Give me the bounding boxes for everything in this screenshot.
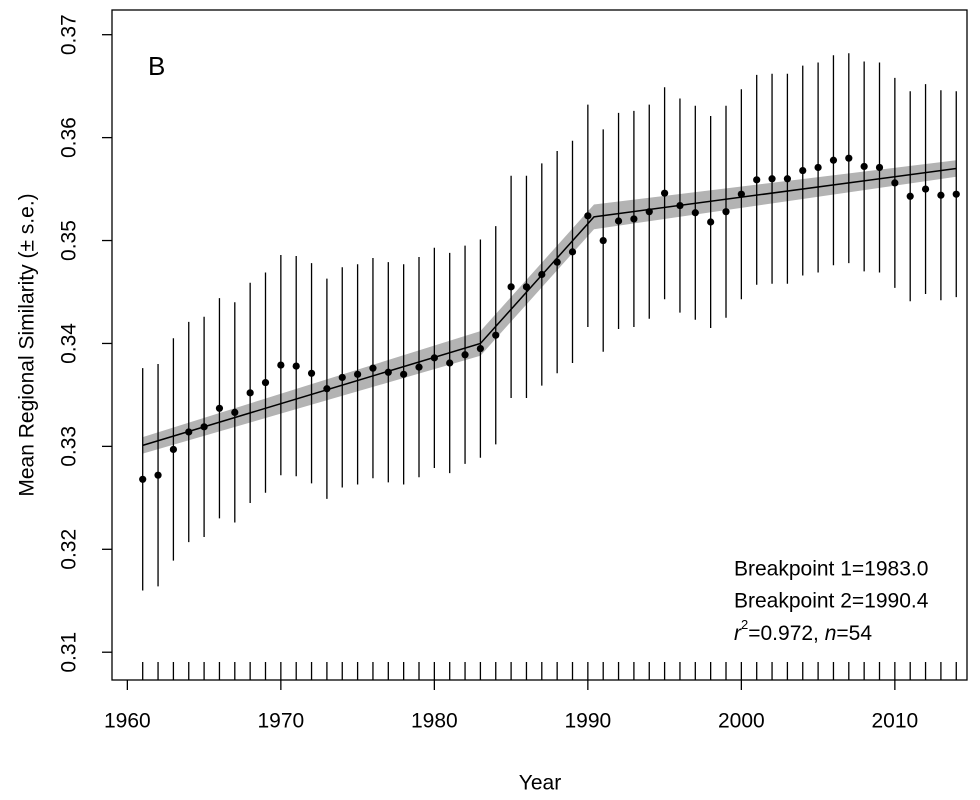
- y-tick-label: 0.34: [58, 323, 81, 364]
- y-tick-label: 0.33: [58, 426, 81, 467]
- point: [645, 208, 653, 216]
- point: [753, 176, 761, 184]
- point: [676, 201, 684, 210]
- y-tick-label: 0.31: [58, 632, 81, 673]
- point: [169, 445, 178, 454]
- stat-part: =0.972,: [748, 622, 824, 645]
- x-tick-label: 1970: [257, 710, 304, 733]
- point: [952, 190, 960, 198]
- point: [599, 236, 607, 245]
- point: [845, 154, 853, 162]
- point: [215, 404, 224, 412]
- panel-label: B: [148, 51, 165, 81]
- point: [937, 191, 945, 199]
- point: [722, 208, 730, 216]
- point: [614, 217, 623, 225]
- point: [737, 190, 745, 198]
- annotation: Breakpoint 1=1983.0: [734, 558, 928, 581]
- y-tick-label: 0.36: [58, 117, 81, 158]
- point: [507, 283, 515, 291]
- point: [139, 475, 147, 483]
- point: [906, 192, 914, 200]
- point: [354, 370, 362, 378]
- point: [185, 428, 193, 436]
- y-tick-label: 0.35: [58, 220, 81, 261]
- stat-part: =54: [836, 622, 872, 645]
- y-tick-label: 0.37: [58, 14, 81, 55]
- confidence-band: [142, 160, 957, 454]
- point: [384, 368, 392, 376]
- point: [200, 423, 208, 431]
- point: [154, 471, 162, 479]
- point: [568, 248, 577, 256]
- x-tick-label: 1980: [411, 710, 458, 733]
- stats-annotation: r2=0.972, n=54: [734, 617, 872, 644]
- x-axis-label: Year: [519, 772, 561, 795]
- point: [231, 408, 239, 417]
- x-tick-label: 1960: [104, 710, 151, 733]
- point: [261, 378, 270, 387]
- point: [338, 373, 346, 382]
- point: [661, 189, 669, 197]
- point: [707, 218, 715, 226]
- point: [415, 363, 423, 371]
- point: [307, 369, 316, 377]
- point: [538, 270, 546, 279]
- point: [921, 185, 930, 193]
- stat-part: n: [825, 622, 837, 645]
- x-tick-label: 2000: [718, 710, 765, 733]
- point: [875, 163, 884, 172]
- y-axis-label: Mean Regional Similarity (± s.e.): [16, 193, 39, 496]
- point: [461, 351, 469, 359]
- y-tick-label: 0.32: [58, 529, 81, 570]
- point: [522, 283, 531, 291]
- point: [369, 364, 377, 372]
- point: [246, 389, 254, 397]
- point: [277, 361, 285, 369]
- point: [476, 345, 485, 353]
- point: [323, 385, 331, 393]
- point: [768, 175, 776, 183]
- point: [630, 215, 638, 223]
- x-tick-label: 1990: [564, 710, 611, 733]
- point: [783, 175, 792, 183]
- point: [860, 162, 868, 171]
- point: [891, 179, 899, 187]
- point: [553, 258, 561, 266]
- annotation: Breakpoint 2=1990.4: [734, 590, 929, 613]
- point: [799, 166, 807, 175]
- point: [292, 362, 300, 370]
- point: [430, 354, 438, 362]
- point: [400, 370, 408, 378]
- point: [446, 359, 454, 367]
- plot-frame: [111, 9, 968, 681]
- stat-part: 2: [741, 617, 748, 632]
- point: [492, 331, 500, 339]
- x-tick-label: 2010: [871, 710, 918, 733]
- point: [584, 212, 592, 220]
- stat-part: r: [734, 622, 742, 645]
- point: [814, 163, 822, 172]
- point: [691, 209, 699, 217]
- point: [829, 156, 838, 164]
